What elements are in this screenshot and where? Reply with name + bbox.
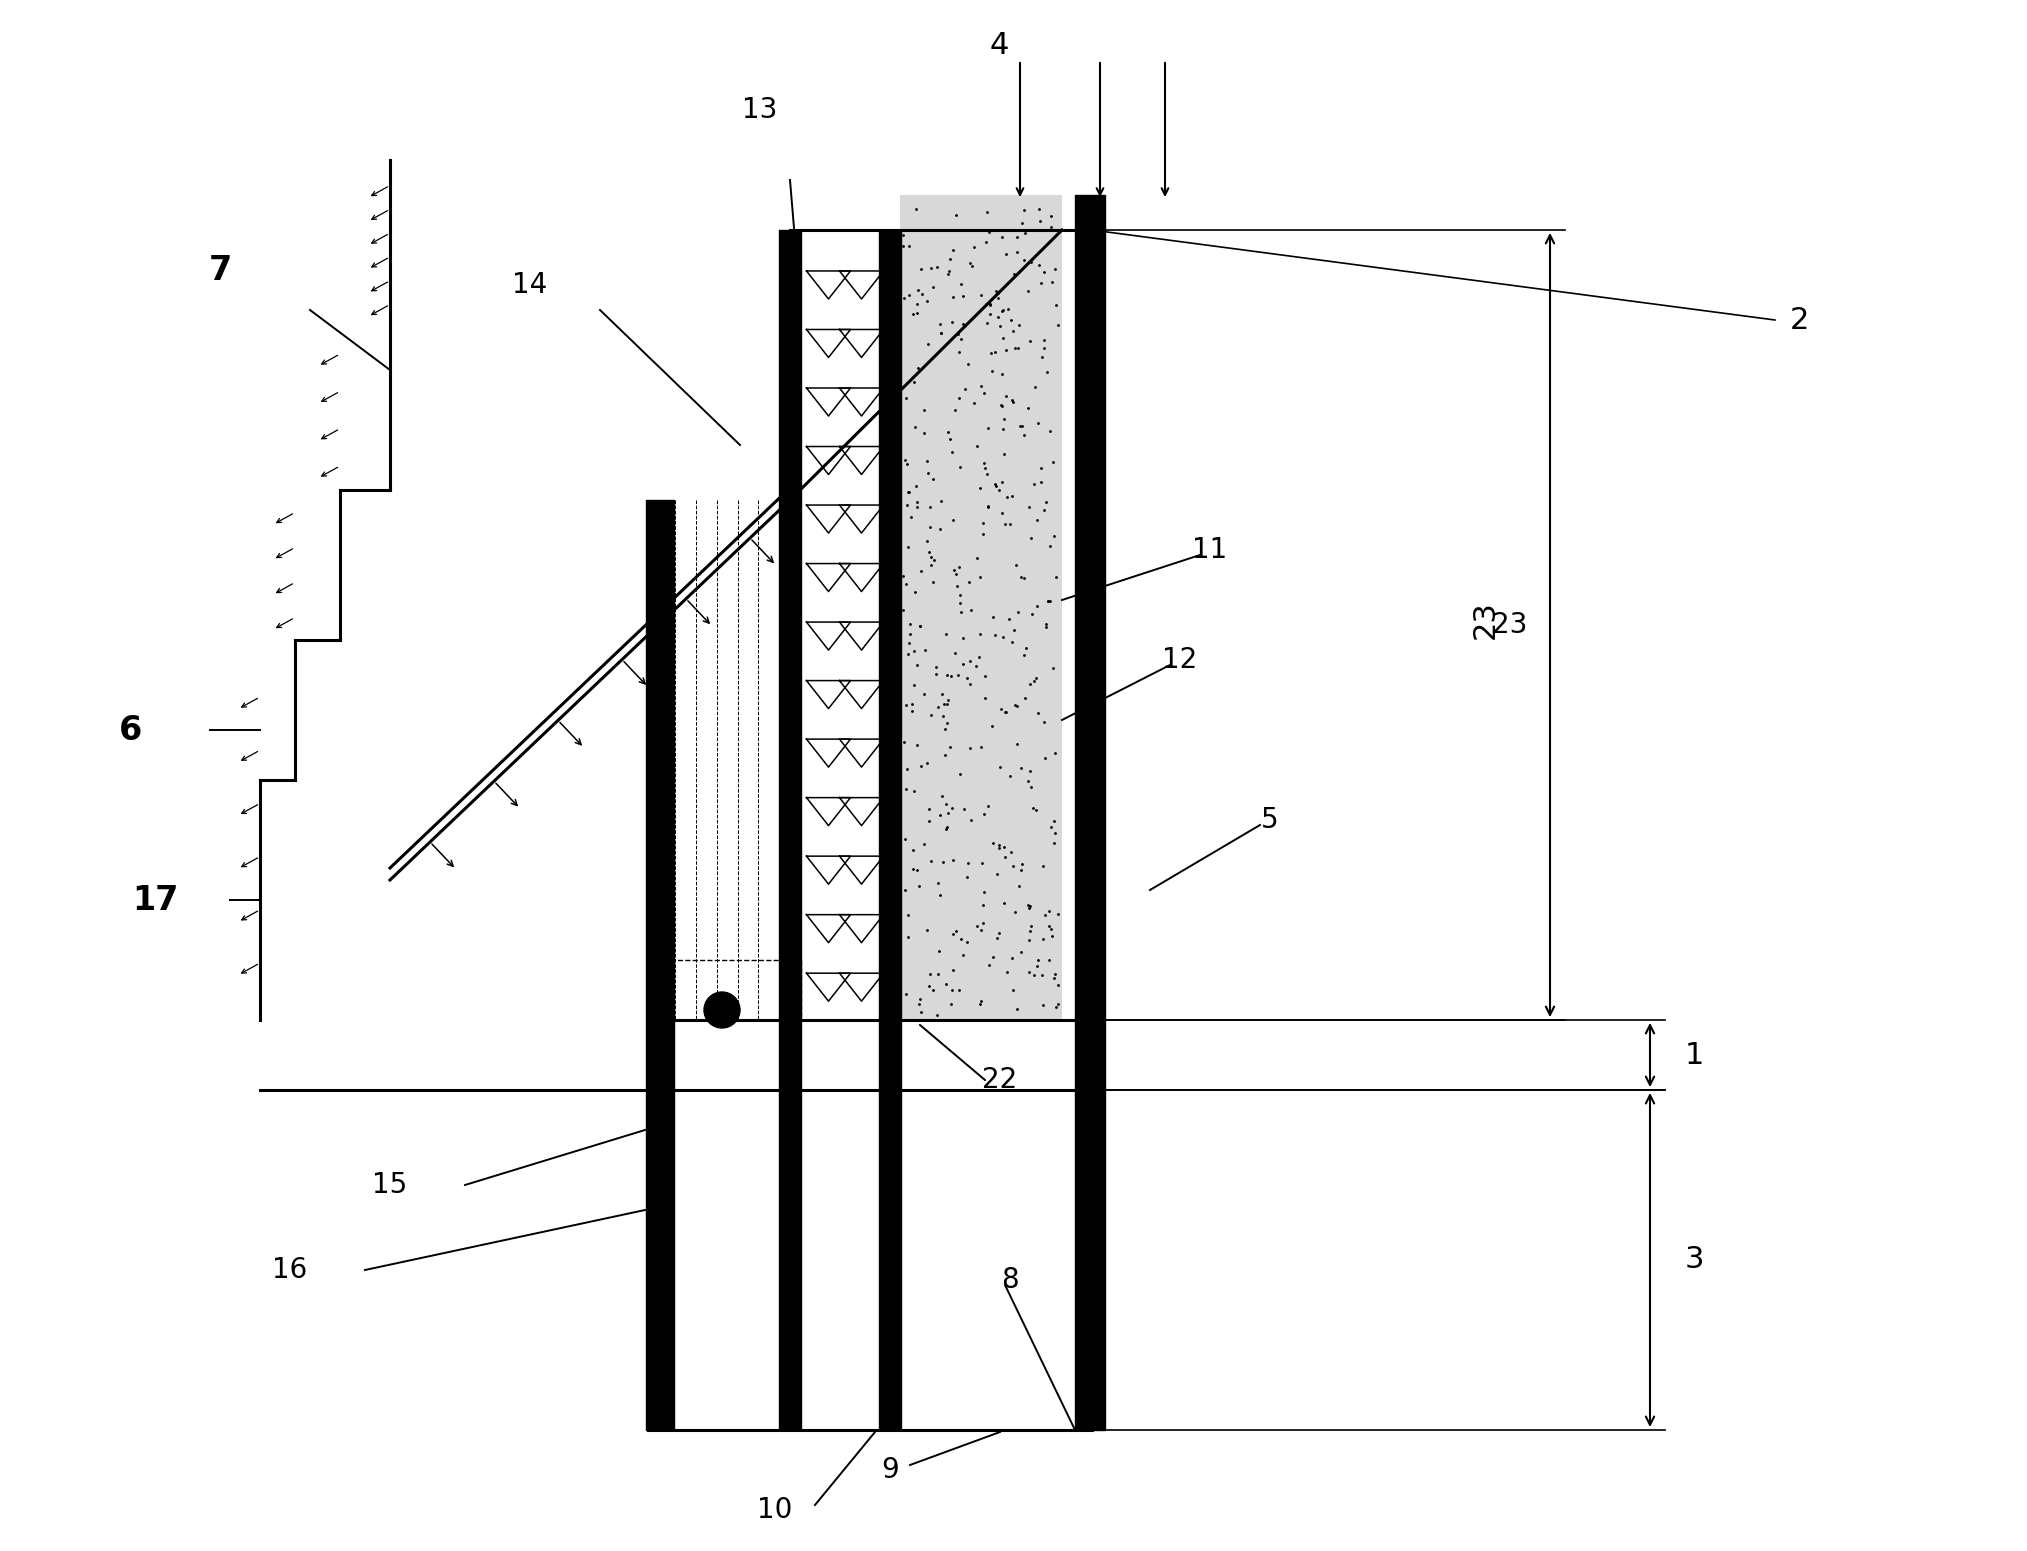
Text: 10: 10 <box>758 1497 793 1525</box>
Text: 7: 7 <box>209 253 231 287</box>
Text: 12: 12 <box>1161 647 1198 675</box>
Text: 22: 22 <box>983 1066 1018 1093</box>
Text: 23: 23 <box>1472 600 1500 639</box>
Text: 8: 8 <box>1001 1266 1020 1294</box>
Bar <box>813 230 878 1021</box>
Text: 5: 5 <box>1261 807 1279 834</box>
Text: 13: 13 <box>742 96 778 124</box>
Text: 1: 1 <box>1684 1041 1705 1070</box>
Text: 2: 2 <box>1790 306 1810 335</box>
Text: 3: 3 <box>1684 1245 1705 1275</box>
Text: 4: 4 <box>989 31 1009 59</box>
Text: 14: 14 <box>513 271 547 299</box>
Bar <box>675 499 801 1021</box>
Text: 9: 9 <box>882 1456 898 1484</box>
Text: 6: 6 <box>118 713 142 746</box>
Text: 17: 17 <box>132 884 178 917</box>
Text: 16: 16 <box>272 1256 308 1284</box>
Text: 11: 11 <box>1192 537 1228 565</box>
Text: 15: 15 <box>373 1171 407 1199</box>
Bar <box>900 195 1062 1021</box>
Circle shape <box>703 993 740 1028</box>
Text: 23: 23 <box>1492 611 1528 639</box>
